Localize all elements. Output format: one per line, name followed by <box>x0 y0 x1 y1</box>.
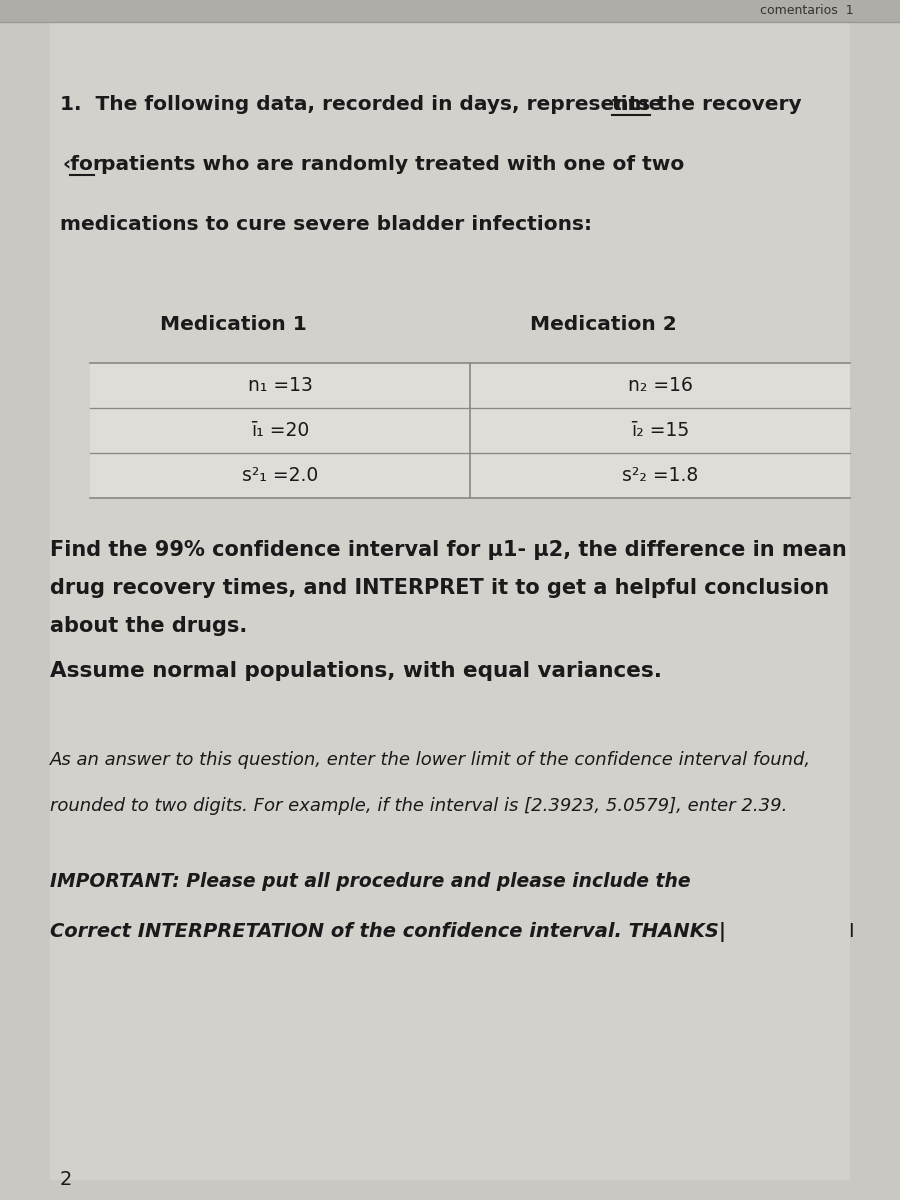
Text: 2: 2 <box>60 1170 72 1189</box>
Text: drug recovery times, and INTERPRET it to get a helpful conclusion: drug recovery times, and INTERPRET it to… <box>50 578 829 598</box>
Text: I: I <box>848 922 853 941</box>
Text: IMPORTANT: Please put all procedure and please include the: IMPORTANT: Please put all procedure and … <box>50 872 690 890</box>
Text: As an answer to this question, enter the lower limit of the confidence interval : As an answer to this question, enter the… <box>50 751 811 769</box>
Text: Correct INTERPRETATION of the confidence interval. THANKS|: Correct INTERPRETATION of the confidence… <box>50 922 726 942</box>
Text: Find the 99% confidence interval for μ1- μ2, the difference in mean: Find the 99% confidence interval for μ1-… <box>50 540 847 560</box>
Text: s²₁ =2.0: s²₁ =2.0 <box>242 466 318 485</box>
Text: comentarios  1: comentarios 1 <box>760 5 853 18</box>
Bar <box>0 0 900 22</box>
Text: Medication 2: Medication 2 <box>530 314 677 334</box>
FancyBboxPatch shape <box>50 20 850 1180</box>
Text: s²₂ =1.8: s²₂ =1.8 <box>622 466 698 485</box>
Text: medications to cure severe bladder infections:: medications to cure severe bladder infec… <box>60 215 592 234</box>
Text: about the drugs.: about the drugs. <box>50 616 248 636</box>
Text: patients who are randomly treated with one of two: patients who are randomly treated with o… <box>94 155 684 174</box>
Text: ī₂ =15: ī₂ =15 <box>631 421 689 440</box>
Text: Assume normal populations, with equal variances.: Assume normal populations, with equal va… <box>50 661 662 680</box>
Text: n₁ =13: n₁ =13 <box>248 376 312 395</box>
Text: n₂ =16: n₂ =16 <box>627 376 692 395</box>
Text: Medication 1: Medication 1 <box>160 314 307 334</box>
Text: rounded to two digits. For example, if the interval is [2.3923, 5.0579], enter 2: rounded to two digits. For example, if t… <box>50 797 787 815</box>
Text: ī₁ =20: ī₁ =20 <box>251 421 309 440</box>
Text: 1.  The following data, recorded in days, represents the recovery: 1. The following data, recorded in days,… <box>60 95 808 114</box>
Bar <box>90 362 850 498</box>
Text: ‹for: ‹for <box>62 155 103 174</box>
Text: time: time <box>612 95 663 114</box>
